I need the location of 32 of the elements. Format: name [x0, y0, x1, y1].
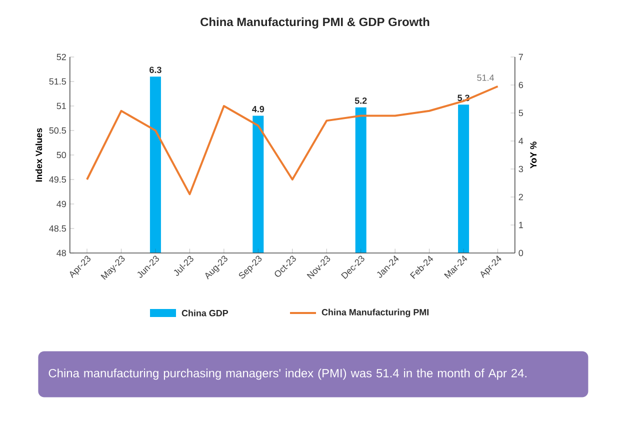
y-tick-label: 51.5: [49, 78, 66, 85]
data-label: 4.9: [252, 106, 264, 112]
bar: [150, 76, 161, 253]
legend-label: China GDP: [182, 310, 228, 316]
data-label: 51.4: [477, 74, 494, 81]
y-tick-label: 48: [56, 250, 66, 256]
y-tick-label: 48.5: [49, 225, 66, 232]
line-series: [86, 85, 499, 196]
y2-tick-label: 4: [518, 138, 524, 144]
bar: [458, 104, 470, 253]
y2-tick-label: 7: [518, 54, 523, 60]
y2-tick-label: 1: [519, 222, 523, 228]
text: China manufacturing purchasing managers' index (PMI) was 51.4 in the month of Apr 24.: [48, 368, 526, 380]
y2-tick-label: 6: [518, 82, 524, 88]
y2-tick-label: 3: [518, 166, 524, 172]
y-tick-label: 49: [56, 200, 66, 208]
y2-axis-title: YoY %: [530, 142, 537, 168]
y2-tick-label: 2: [518, 194, 523, 200]
y-tick-label: 52: [56, 54, 66, 60]
y-axis-title: Index Values: [35, 128, 42, 182]
y2-tick-label: 5: [518, 110, 524, 116]
y-tick-label: 51: [56, 102, 66, 110]
data-label: 5.2: [354, 98, 367, 104]
y-tick-label: 50: [56, 152, 66, 158]
y-tick-label: 50.5: [49, 127, 66, 134]
bar: [355, 107, 366, 253]
y-tick-label: 49.5: [49, 176, 66, 183]
data-label: 6.3: [150, 66, 162, 74]
chart-title: China Manufacturing PMI & GDP Growth: [200, 17, 430, 29]
bar: [252, 116, 264, 253]
y2-tick-label: 0: [518, 250, 524, 256]
legend-label: China Manufacturing PMI: [322, 308, 429, 318]
